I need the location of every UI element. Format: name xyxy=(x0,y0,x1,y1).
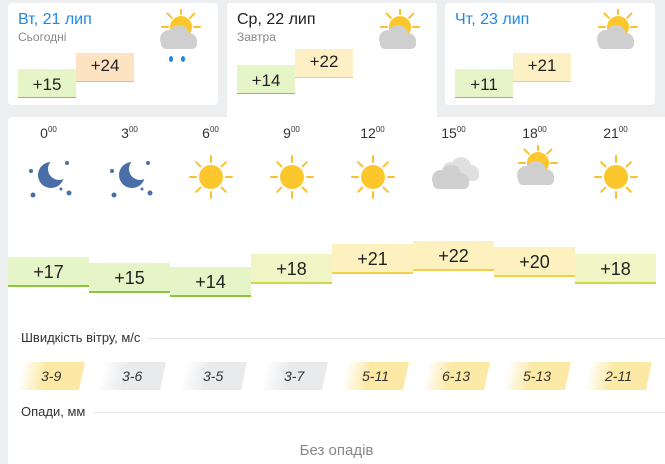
min-temp: +15 xyxy=(18,69,76,98)
wind-speed-badge: 5-13 xyxy=(503,362,571,390)
hour-column: 1800 +20 xyxy=(494,117,575,317)
hour-column: 300 +15 xyxy=(89,117,170,317)
hour-label: 1800 xyxy=(522,125,547,141)
hour-label: 1500 xyxy=(441,125,466,141)
hour-label: 600 xyxy=(202,125,219,141)
day-date: Чт, 23 лип xyxy=(455,11,530,28)
moon-stars-icon xyxy=(21,153,77,208)
day-card[interactable]: Вт, 21 лип Сьогодні +15 +24 xyxy=(8,3,218,105)
temperature-bar: +15 xyxy=(89,263,170,294)
precipitation-label: Опади, мм xyxy=(21,404,94,419)
day-card[interactable]: Ср, 22 лип Завтра +14 +22 xyxy=(227,3,437,133)
min-temp: +11 xyxy=(455,69,513,98)
sun-icon xyxy=(350,155,395,204)
hourly-forecast-panel: 000 +17 300 +15 600 +14 900 +18 1200 +21 1500… xyxy=(8,117,665,464)
sun-icon xyxy=(269,155,314,204)
wind-speed-badge: 5-11 xyxy=(341,362,409,390)
cloud-icon xyxy=(427,155,481,204)
wind-speed-badge: 3-5 xyxy=(179,362,247,390)
hour-column: 000 +17 xyxy=(8,117,89,317)
hour-label: 2100 xyxy=(603,125,628,141)
wind-speed-badge: 2-11 xyxy=(584,362,652,390)
hour-label: 1200 xyxy=(360,125,385,141)
day-date: Ср, 22 лип xyxy=(237,11,316,28)
max-temp: +21 xyxy=(513,53,571,82)
sun-cloud-icon xyxy=(372,7,422,60)
temperature-bar: +20 xyxy=(494,247,575,278)
sun-icon xyxy=(188,155,233,204)
temperature-bar: +17 xyxy=(8,257,89,287)
temperature-bar: +14 xyxy=(170,266,251,297)
temperature-bar: +21 xyxy=(332,244,413,275)
sun-cloud-icon xyxy=(590,7,640,60)
temperature-bar: +18 xyxy=(251,253,332,284)
wind-speed-badge: 3-6 xyxy=(98,362,166,390)
day-subtitle: Сьогодні xyxy=(18,30,67,44)
wind-speed-label: Швидкість вітру, м/с xyxy=(21,330,149,345)
sun-cloud-icon xyxy=(510,143,560,196)
hour-column: 1500 +22 xyxy=(413,117,494,317)
sun-icon xyxy=(593,155,638,204)
divider xyxy=(18,412,665,413)
precipitation-value: Без опадів xyxy=(299,442,374,459)
hour-label: 300 xyxy=(121,125,138,141)
min-temp: +14 xyxy=(237,65,295,94)
max-temp: +24 xyxy=(76,53,134,82)
hour-column: 1200 +21 xyxy=(332,117,413,317)
wind-speed-badge: 3-9 xyxy=(17,362,85,390)
hour-label: 000 xyxy=(40,125,57,141)
temperature-bar: +22 xyxy=(413,241,494,271)
hour-column: 2100 +18 xyxy=(575,117,656,317)
moon-stars-icon xyxy=(102,153,158,208)
day-date: Вт, 21 лип xyxy=(18,11,92,28)
hour-label: 900 xyxy=(283,125,300,141)
day-subtitle: Завтра xyxy=(237,30,276,44)
wind-speed-badge: 6-13 xyxy=(422,362,490,390)
temperature-bar: +18 xyxy=(575,253,656,284)
max-temp: +22 xyxy=(295,49,353,78)
hour-column: 900 +18 xyxy=(251,117,332,317)
hour-column: 600 +14 xyxy=(170,117,251,317)
day-card[interactable]: Чт, 23 лип +11 +21 xyxy=(445,3,655,105)
sun-cloud-rain-icon xyxy=(153,7,203,70)
wind-speed-badge: 3-7 xyxy=(260,362,328,390)
divider xyxy=(18,338,665,339)
